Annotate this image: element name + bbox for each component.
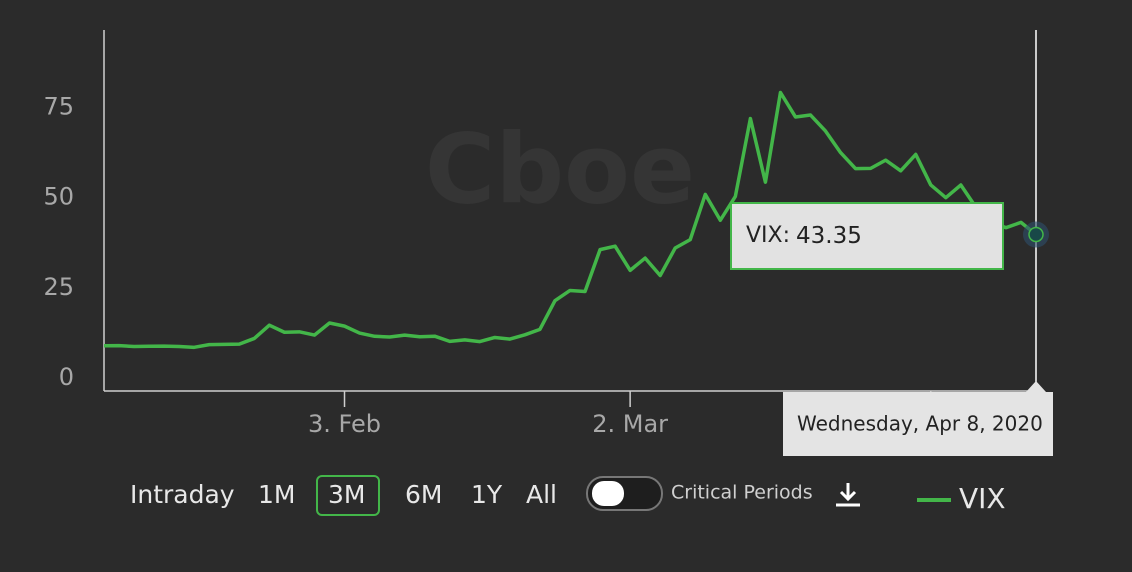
range-button[interactable]: 1M [258, 480, 295, 509]
y-tick-label: 75 [43, 92, 74, 120]
x-tick-label: 3. Feb [308, 410, 381, 438]
hover-marker [1028, 226, 1044, 243]
tooltip-label: VIX: [746, 223, 790, 248]
range-button[interactable]: 6M [405, 480, 442, 509]
download-button[interactable] [836, 483, 860, 507]
y-tick-label: 0 [59, 363, 74, 391]
range-button-active[interactable] [316, 475, 380, 516]
series-line [103, 90, 1038, 350]
tooltip-value: 43.35 [796, 223, 862, 249]
x-tick-label: 2. Mar [592, 410, 668, 438]
range-button[interactable]: All [526, 480, 557, 509]
date-tooltip [783, 381, 1053, 456]
tooltip-box [730, 202, 1004, 270]
y-tick-label: 25 [43, 273, 74, 301]
range-button[interactable]: 3M [328, 480, 365, 509]
watermark: Cboe [425, 113, 695, 225]
date-tooltip-text: Wednesday, Apr 8, 2020 [797, 412, 1043, 436]
range-button[interactable]: Intraday [130, 480, 235, 509]
tooltip-text: VIX: 43.35 [746, 223, 862, 249]
y-tick-label: 50 [43, 183, 74, 211]
range-button[interactable]: 1Y [471, 480, 503, 509]
legend-label[interactable]: VIX [959, 482, 1006, 515]
toggle-label: Critical Periods [671, 482, 813, 504]
download-icon [836, 483, 860, 507]
toggle-knob[interactable] [592, 481, 624, 506]
